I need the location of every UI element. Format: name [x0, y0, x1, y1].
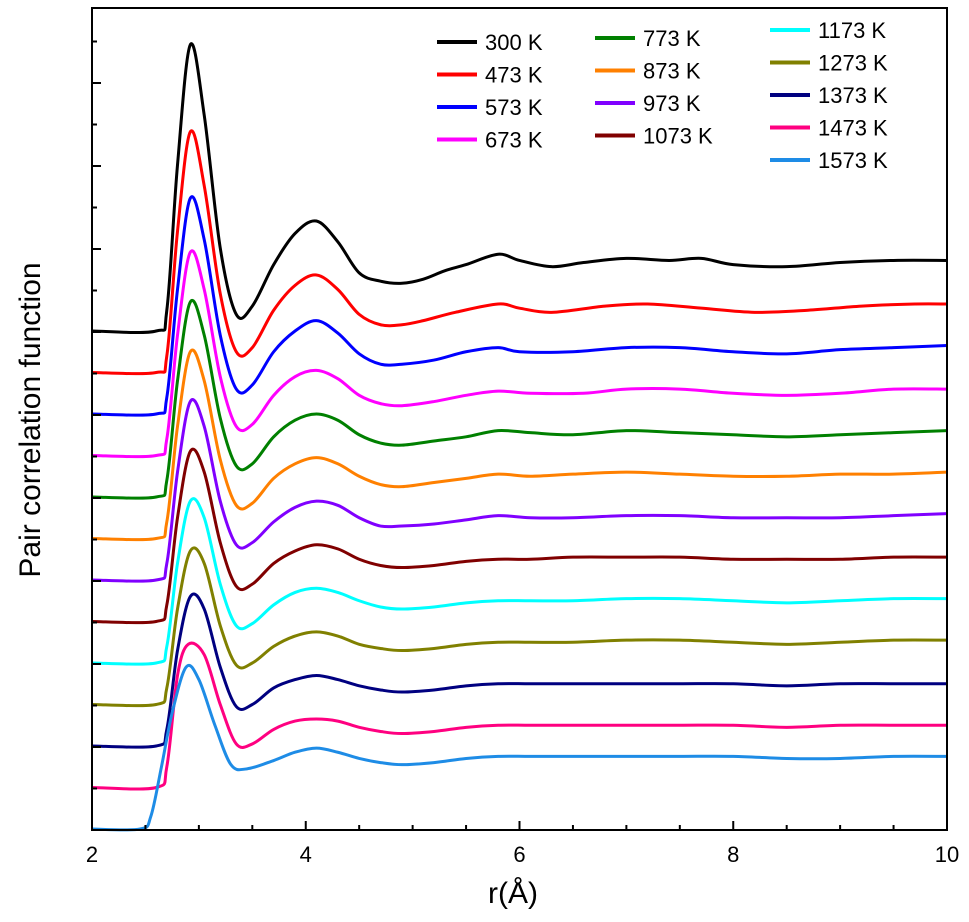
legend-label: 873 K: [643, 59, 701, 84]
series-line-1373k: [91, 592, 947, 749]
legend-label: 1273 K: [818, 51, 888, 76]
series-line-300k: [91, 42, 948, 335]
legend-label: 973 K: [643, 91, 701, 116]
series-line-573k: [91, 195, 948, 417]
legend-label: 1373 K: [818, 83, 888, 108]
x-tick-label: 6: [513, 842, 525, 867]
x-axis-ticks: 2 4 6 8 10: [86, 821, 959, 867]
series-line-1473k: [91, 641, 947, 791]
y-axis-title: Pair correlation function: [14, 262, 47, 577]
x-tick-label: 2: [86, 842, 98, 867]
legend: 300 K 473 K 573 K 673 K 773 K 873 K 973 K 1073 …: [437, 18, 888, 173]
x-tick-label: 4: [300, 842, 312, 867]
legend-label: 573 K: [485, 95, 543, 120]
series-line-1273k: [91, 546, 948, 708]
series-line-1173k: [91, 497, 948, 666]
series-line-973k: [91, 398, 948, 583]
legend-label: 1473 K: [818, 116, 888, 141]
x-tick-label: 10: [935, 842, 959, 867]
series-line-673k: [91, 249, 948, 459]
x-axis-title: r(Å): [488, 877, 538, 910]
series-line-1073k: [91, 447, 948, 625]
series-curves: [91, 42, 948, 832]
legend-label: 300 K: [485, 30, 543, 55]
legend-label: 673 K: [485, 128, 543, 153]
x-tick-label: 8: [727, 842, 739, 867]
legend-label: 773 K: [643, 26, 701, 51]
legend-label: 473 K: [485, 63, 543, 88]
y-axis-ticks: [92, 40, 101, 790]
series-line-873k: [91, 348, 948, 542]
legend-label: 1173 K: [818, 18, 886, 43]
series-line-473k: [91, 129, 948, 376]
series-line-1573k: [91, 663, 948, 832]
legend-label: 1573 K: [818, 148, 888, 173]
series-line-773k: [91, 298, 948, 500]
legend-label: 1073 K: [643, 124, 713, 149]
